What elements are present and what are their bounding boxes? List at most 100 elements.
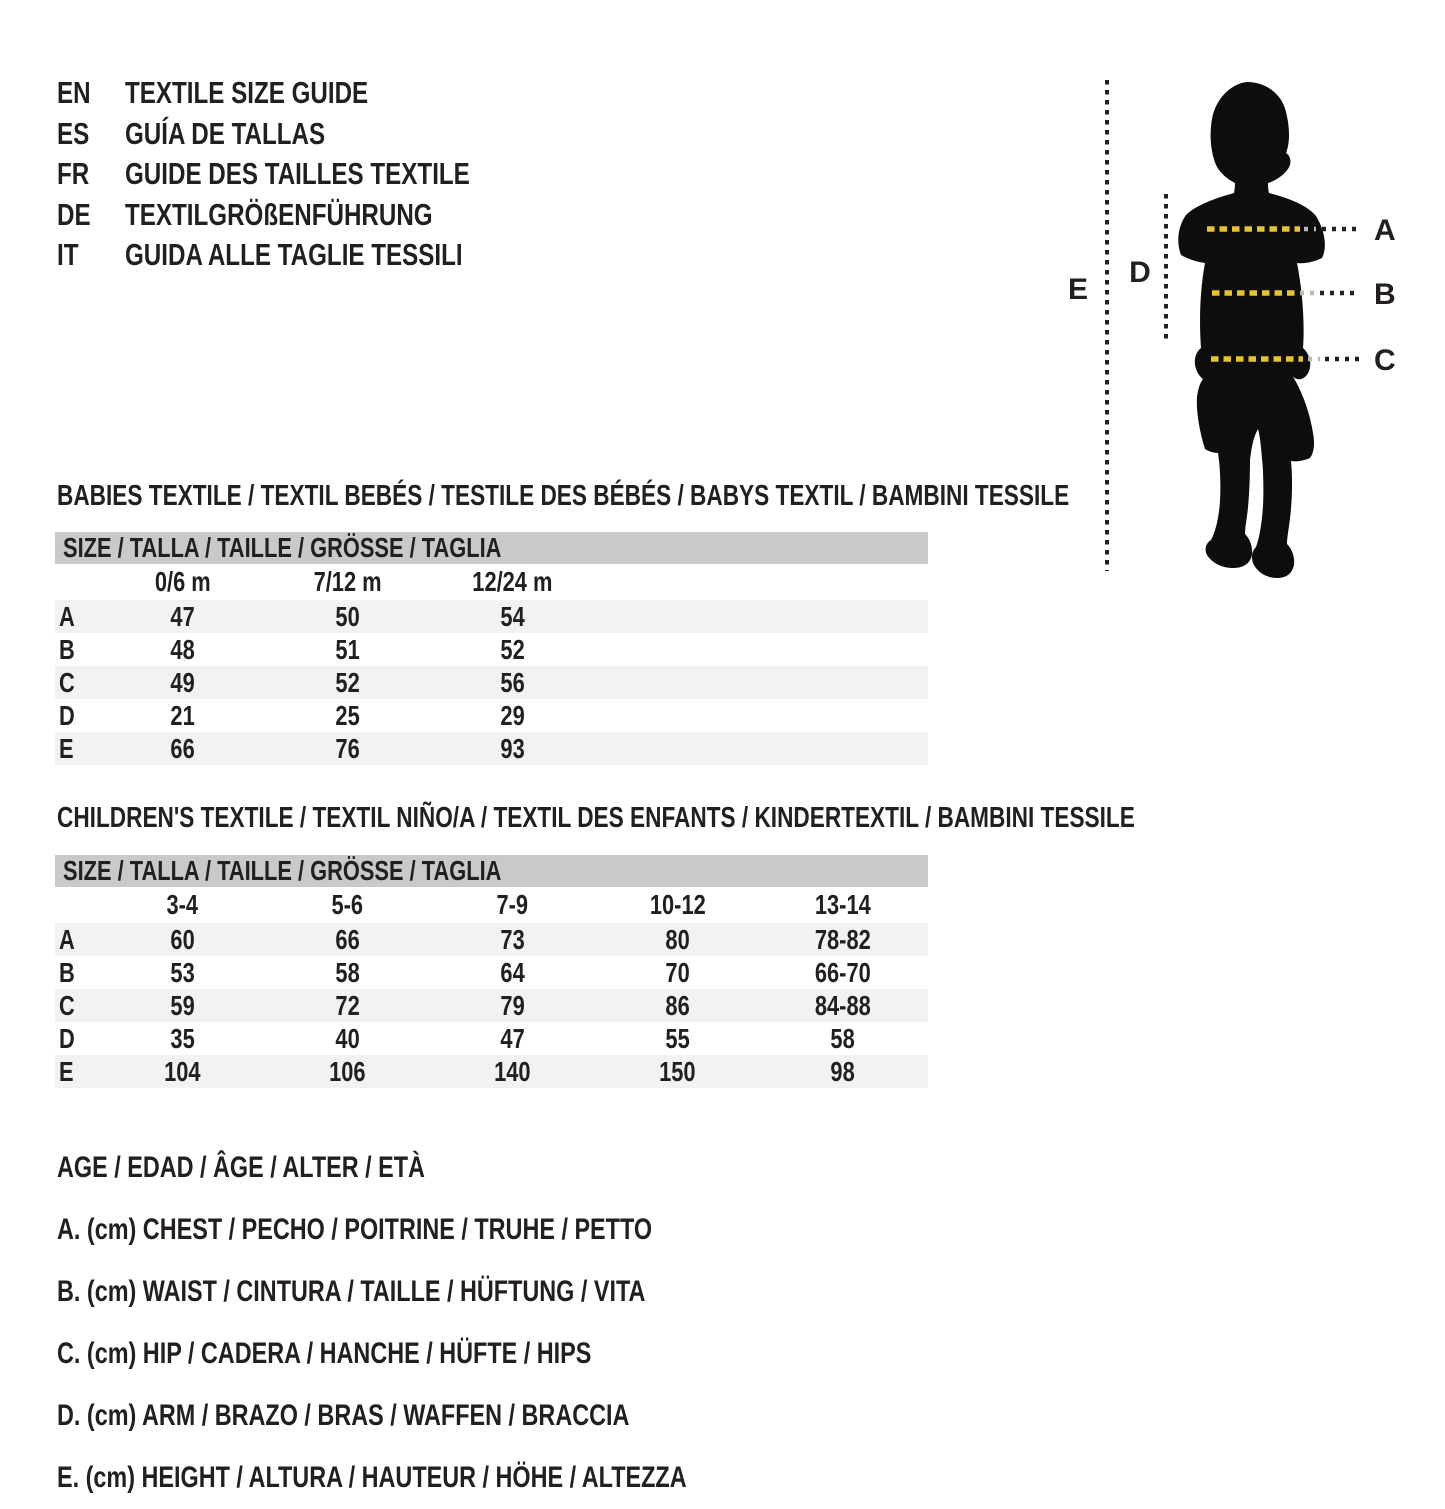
- size-cell: 29: [500, 699, 525, 731]
- size-cell: 56: [500, 666, 525, 698]
- babies-column-header-row: 0/6 m 7/12 m 12/24 m: [55, 564, 928, 600]
- size-cell: 73: [500, 923, 525, 955]
- language-code-fr: FR: [57, 156, 90, 191]
- size-cell: 60: [170, 923, 195, 955]
- label-d: D: [1129, 256, 1151, 289]
- label-a: A: [1374, 214, 1396, 247]
- size-cell: 106: [329, 1055, 366, 1087]
- size-cell: 49: [170, 666, 195, 698]
- size-cell: 84-88: [814, 989, 871, 1021]
- guide-title-fr: GUIDE DES TAILLES TEXTILE: [125, 156, 470, 191]
- language-code-it: IT: [57, 237, 79, 272]
- size-cell: 54: [500, 600, 525, 632]
- guide-title-es: GUÍA DE TALLAS: [125, 115, 326, 151]
- babies-size-header-bar: SIZE / TALLA / TAILLE / GRÖSSE / TAGLIA: [55, 532, 928, 564]
- row-label: A: [59, 923, 75, 955]
- babies-size-table: SIZE / TALLA / TAILLE / GRÖSSE / TAGLIA …: [55, 532, 928, 765]
- table-row-b: B 53 58 64 70 66-70: [55, 956, 928, 989]
- size-cell: 78-82: [814, 923, 871, 955]
- children-col-13-14: 13-14: [814, 889, 871, 920]
- language-row-de: DE TEXTILGRÖßENFÜHRUNG: [57, 195, 567, 236]
- child-silhouette: [1178, 82, 1325, 578]
- size-cell: 98: [830, 1055, 855, 1087]
- size-cell: 66: [170, 732, 195, 764]
- table-row-e: E 66 76 93: [55, 732, 928, 765]
- size-cell: 53: [170, 956, 195, 988]
- children-size-table: SIZE / TALLA / TAILLE / GRÖSSE / TAGLIA …: [55, 855, 928, 1088]
- language-code-es: ES: [57, 115, 90, 151]
- children-col-10-12: 10-12: [649, 889, 706, 920]
- size-cell: 40: [335, 1022, 360, 1054]
- size-cell: 86: [665, 989, 690, 1021]
- size-cell: 35: [170, 1022, 195, 1054]
- row-label: D: [59, 1022, 75, 1054]
- row-label: B: [59, 633, 75, 665]
- measurement-legend: AGE / EDAD / ÂGE / ALTER / ETÀ A. (cm) C…: [57, 1137, 864, 1509]
- legend-line-age: AGE / EDAD / ÂGE / ALTER / ETÀ: [57, 1151, 425, 1184]
- children-column-header-row: 3-4 5-6 7-9 10-12 13-14: [55, 887, 928, 923]
- size-cell: 70: [665, 956, 690, 988]
- legend-line-height: E. (cm) HEIGHT / ALTURA / HAUTEUR / HÖHE…: [57, 1461, 687, 1494]
- babies-section-title: BABIES TEXTILE / TEXTIL BEBÉS / TESTILE …: [57, 480, 1070, 512]
- language-code-de: DE: [57, 196, 91, 232]
- guide-title-en: TEXTILE SIZE GUIDE: [125, 75, 369, 110]
- row-label: C: [59, 666, 75, 698]
- size-cell: 47: [500, 1022, 525, 1054]
- size-cell: 80: [665, 923, 690, 955]
- size-cell: 52: [500, 633, 525, 665]
- label-c: C: [1374, 344, 1396, 377]
- size-cell: 64: [500, 956, 525, 988]
- babies-col-12-24m: 12/24 m: [472, 566, 553, 597]
- children-col-7-9: 7-9: [496, 889, 529, 920]
- legend-line-arm: D. (cm) ARM / BRAZO / BRAS / WAFFEN / BR…: [57, 1399, 630, 1432]
- size-cell: 150: [659, 1055, 696, 1087]
- table-row-e: E 104 106 140 150 98: [55, 1055, 928, 1088]
- size-cell: 140: [494, 1055, 531, 1087]
- children-col-3-4: 3-4: [166, 889, 199, 920]
- language-row-es: ES GUÍA DE TALLAS: [57, 114, 567, 155]
- size-cell: 76: [335, 732, 360, 764]
- language-title-block: EN TEXTILE SIZE GUIDE ES GUÍA DE TALLAS …: [57, 73, 567, 276]
- label-e: E: [1068, 273, 1088, 306]
- row-label: D: [59, 699, 75, 731]
- legend-line-waist: B. (cm) WAIST / CINTURA / TAILLE / HÜFTU…: [57, 1275, 646, 1308]
- size-cell: 66-70: [814, 956, 871, 988]
- language-code-en: EN: [57, 75, 91, 110]
- row-label: B: [59, 956, 75, 988]
- language-row-fr: FR GUIDE DES TAILLES TEXTILE: [57, 154, 567, 195]
- size-cell: 58: [830, 1022, 855, 1054]
- size-cell: 21: [170, 699, 195, 731]
- size-cell: 55: [665, 1022, 690, 1054]
- size-cell: 25: [335, 699, 360, 731]
- language-row-it: IT GUIDA ALLE TAGLIE TESSILI: [57, 235, 567, 276]
- language-row-en: EN TEXTILE SIZE GUIDE: [57, 73, 567, 114]
- legend-line-chest: A. (cm) CHEST / PECHO / POITRINE / TRUHE…: [57, 1213, 653, 1246]
- row-label: A: [59, 600, 75, 632]
- legend-line-hip: C. (cm) HIP / CADERA / HANCHE / HÜFTE / …: [57, 1337, 592, 1370]
- row-label: C: [59, 989, 75, 1021]
- table-row-c: C 49 52 56: [55, 666, 928, 699]
- size-cell: 52: [335, 666, 360, 698]
- size-cell: 48: [170, 633, 195, 665]
- table-row-a: A 60 66 73 80 78-82: [55, 923, 928, 956]
- row-label: E: [59, 1055, 74, 1087]
- babies-col-7-12m: 7/12 m: [313, 566, 382, 597]
- table-row-a: A 47 50 54: [55, 600, 928, 633]
- row-label: E: [59, 732, 74, 764]
- children-col-5-6: 5-6: [331, 889, 364, 920]
- table-row-b: B 48 51 52: [55, 633, 928, 666]
- size-cell: 79: [500, 989, 525, 1021]
- size-cell: 104: [164, 1055, 201, 1087]
- size-cell: 47: [170, 600, 195, 632]
- guide-title-de: TEXTILGRÖßENFÜHRUNG: [125, 196, 433, 232]
- label-b: B: [1374, 278, 1396, 311]
- size-cell: 58: [335, 956, 360, 988]
- children-size-header-bar: SIZE / TALLA / TAILLE / GRÖSSE / TAGLIA: [55, 855, 928, 887]
- size-cell: 50: [335, 600, 360, 632]
- size-cell: 51: [335, 633, 360, 665]
- child-measurement-figure: A B C D E: [1068, 80, 1396, 578]
- babies-col-0-6m: 0/6 m: [154, 566, 211, 597]
- size-cell: 93: [500, 732, 525, 764]
- children-section-title: CHILDREN'S TEXTILE / TEXTIL NIÑO/A / TEX…: [57, 802, 1135, 834]
- guide-title-it: GUIDA ALLE TAGLIE TESSILI: [125, 237, 463, 272]
